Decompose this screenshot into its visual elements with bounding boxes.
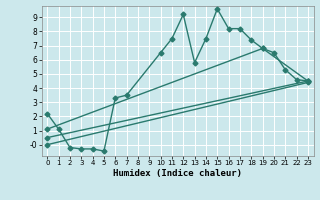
X-axis label: Humidex (Indice chaleur): Humidex (Indice chaleur)	[113, 169, 242, 178]
